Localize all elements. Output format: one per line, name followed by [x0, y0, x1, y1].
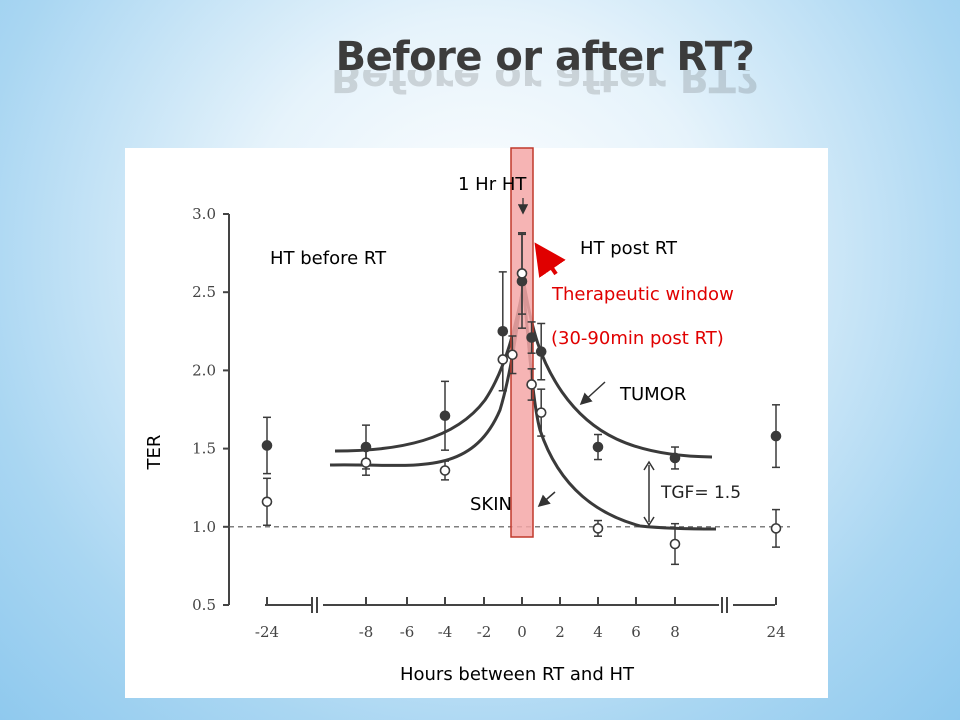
tumor-data-point: [770, 430, 782, 442]
tumor-data-point: [261, 440, 273, 451]
skin-data-point: [497, 354, 509, 365]
therapeutic-window-arrow: [534, 242, 566, 278]
x-tick-label: 2: [555, 623, 565, 641]
tgf-bracket: [643, 460, 655, 527]
tumor-data-point: [535, 346, 547, 357]
skin-label: SKIN: [470, 494, 512, 515]
x-tick-label: -24: [255, 623, 279, 641]
slide-title: Before or after RT?: [335, 34, 755, 80]
tumor-data-point: [526, 332, 537, 343]
x-tick-label: 4: [593, 623, 603, 641]
y-tick-label: 3.0: [192, 205, 216, 223]
x-tick-label: -2: [477, 623, 492, 641]
skin-data-point: [360, 457, 372, 468]
skin-data-point: [439, 465, 451, 476]
skin-data-point: [526, 379, 537, 390]
x-tick-label: 8: [670, 623, 680, 641]
skin-data-point: [507, 349, 518, 361]
x-tick-label: 6: [631, 623, 641, 641]
skin-data-point: [261, 496, 273, 508]
y-tick-label: 2.5: [192, 283, 216, 301]
skin-data-point: [770, 523, 782, 534]
x-tick-labels: -24 -8 -6 -4 -2 0 2 4 6 8 24: [255, 623, 786, 641]
tgf-label: TGF= 1.5: [660, 483, 741, 503]
y-tick-label: 1.0: [192, 518, 216, 536]
x-axis: [265, 597, 775, 613]
therapeutic-window-label: Therapeutic window: [551, 284, 734, 305]
skin-data-point: [516, 268, 528, 279]
ht-before-label: HT before RT: [270, 248, 387, 269]
x-tick-label: -4: [438, 623, 453, 641]
ht-window-label: 1 Hr HT: [458, 174, 527, 195]
tumor-label: TUMOR: [619, 384, 686, 405]
y-tick-label: 2.0: [192, 361, 216, 379]
y-tick-label: 0.5: [192, 596, 216, 614]
x-tick-label: 0: [517, 623, 527, 641]
figure-panel: [125, 148, 828, 698]
tumor-data-point: [439, 410, 451, 422]
tumor-data-point: [592, 441, 604, 453]
therapeutic-window-detail: (30-90min post RT): [551, 328, 724, 349]
data-markers: [261, 268, 782, 550]
x-axis-ticks: [266, 597, 777, 605]
skin-data-point: [535, 407, 547, 418]
x-tick-label: 24: [766, 623, 785, 641]
y-tick-labels: 0.5 1.0 1.5 2.0 2.5 3.0: [192, 205, 216, 614]
skin-data-point: [669, 538, 681, 550]
tumor-data-point: [669, 452, 681, 464]
tumor-data-point: [497, 325, 509, 337]
x-axis-title: Hours between RT and HT: [400, 664, 635, 685]
y-axis-title: TER: [144, 435, 165, 471]
tumor-pointer-arrow: [579, 381, 606, 406]
skin-pointer-arrow: [537, 491, 556, 507]
y-tick-label: 1.5: [192, 440, 216, 458]
y-axis-ticks: [223, 213, 229, 606]
tumor-data-point: [360, 441, 372, 453]
skin-data-point: [592, 523, 604, 534]
x-tick-label: -6: [400, 623, 415, 641]
x-tick-label: -8: [359, 623, 374, 641]
ht-post-label: HT post RT: [580, 238, 678, 259]
